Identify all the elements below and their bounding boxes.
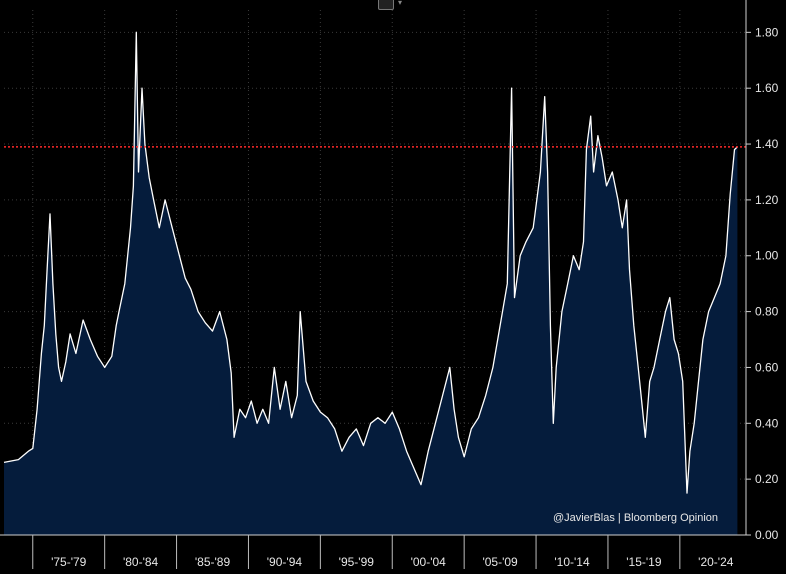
- series-line: [3, 31, 738, 494]
- y-tick-label: 1.00: [755, 249, 779, 263]
- y-tick-label: 1.20: [755, 193, 779, 207]
- x-tick-label: '75-'79: [51, 555, 87, 569]
- x-tick-label: '20-'24: [698, 555, 734, 569]
- chart-type-icon[interactable]: [378, 0, 394, 10]
- credit-text: @JavierBlas | Bloomberg Opinion: [553, 512, 718, 524]
- y-tick-label: 0.80: [755, 305, 779, 319]
- y-tick-label: 1.60: [755, 81, 779, 95]
- chevron-down-icon[interactable]: ▾: [398, 0, 403, 7]
- series-area-fill: [4, 32, 738, 536]
- y-tick-label: 0.00: [755, 528, 779, 542]
- x-tick-label: '15-'19: [626, 555, 662, 569]
- y-axis-ticks: 0.00 0.20 0.40 0.60 0.80 1.00 1.20 1.40 1.60 1.80: [746, 25, 779, 542]
- x-tick-label: '05-'09: [482, 555, 518, 569]
- y-tick-label: 0.20: [755, 472, 779, 486]
- x-tick-label: '90-'94: [267, 555, 303, 569]
- y-tick-label: 0.60: [755, 360, 779, 374]
- x-axis-ticks: '75-'79 '80-'84 '85-'89 '90-'94 '95-'99 '00-'…: [32, 535, 734, 569]
- y-tick-label: 0.40: [755, 416, 779, 430]
- x-tick-label: '95-'99: [339, 555, 375, 569]
- x-tick-label: '00-'04: [411, 555, 447, 569]
- x-tick-label: '85-'89: [195, 555, 231, 569]
- x-tick-label: '80-'84: [123, 555, 159, 569]
- x-tick-label: '10-'14: [554, 555, 590, 569]
- y-tick-label: 1.80: [755, 25, 779, 39]
- y-tick-label: 1.40: [755, 137, 779, 151]
